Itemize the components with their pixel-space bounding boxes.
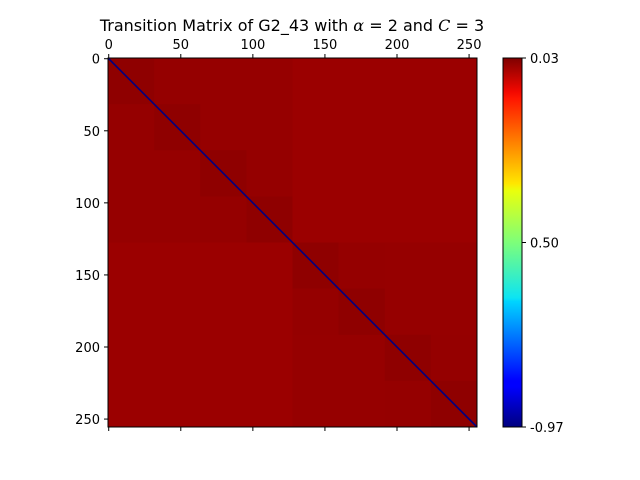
colorbar-tick-label-1: 0.50 xyxy=(530,237,559,252)
x-axis-ticks: 0 50 100 150 200 250 xyxy=(105,38,482,431)
x-tick-label-200: 200 xyxy=(385,38,410,53)
y-tick-label-50: 50 xyxy=(83,125,100,140)
y-tick-label-0: 0 xyxy=(92,53,100,68)
colorbar-tick-label-0: 0.03 xyxy=(530,52,559,67)
heatmap xyxy=(107,57,478,428)
x-tick-label-250: 250 xyxy=(457,38,482,53)
title-c-value: = 3 xyxy=(450,16,484,35)
plot-frame xyxy=(107,57,478,428)
y-tick-label-100: 100 xyxy=(75,197,100,212)
y-axis-ticks: 0 50 100 150 200 250 xyxy=(75,53,108,428)
x-tick-label-150: 150 xyxy=(313,38,338,53)
sub-block-offdiag xyxy=(108,104,155,151)
sub-block-offdiag xyxy=(430,334,477,381)
colorbar-ticks: 0.03 0.50 -0.97 xyxy=(522,52,564,436)
sub-block-offdiag xyxy=(154,58,201,105)
title-c-symbol: C xyxy=(438,16,450,35)
colorbar xyxy=(502,57,523,428)
y-tick-label-200: 200 xyxy=(75,341,100,356)
title-alpha-symbol: α xyxy=(353,16,364,35)
title-alpha-value: = 2 xyxy=(364,16,398,35)
diagonal-line xyxy=(107,57,478,428)
x-tick-label-100: 100 xyxy=(240,38,265,53)
sub-block-offdiag xyxy=(384,380,431,427)
sub-block-offdiag xyxy=(292,288,339,335)
chart-title: Transition Matrix of G2_43 with α = 2 an… xyxy=(99,16,484,36)
title-middle: and xyxy=(398,16,438,35)
y-tick-label-150: 150 xyxy=(75,269,100,284)
x-tick-label-50: 50 xyxy=(173,38,190,53)
sub-block-offdiag xyxy=(200,196,247,243)
sub-block-offdiag xyxy=(246,150,293,197)
title-prefix: Transition Matrix of G2_43 with xyxy=(99,16,353,36)
sub-block-offdiag xyxy=(338,242,385,289)
colorbar-tick-label-2: -0.97 xyxy=(530,421,564,436)
y-tick-label-250: 250 xyxy=(75,413,100,428)
x-tick-label-0: 0 xyxy=(105,38,113,53)
